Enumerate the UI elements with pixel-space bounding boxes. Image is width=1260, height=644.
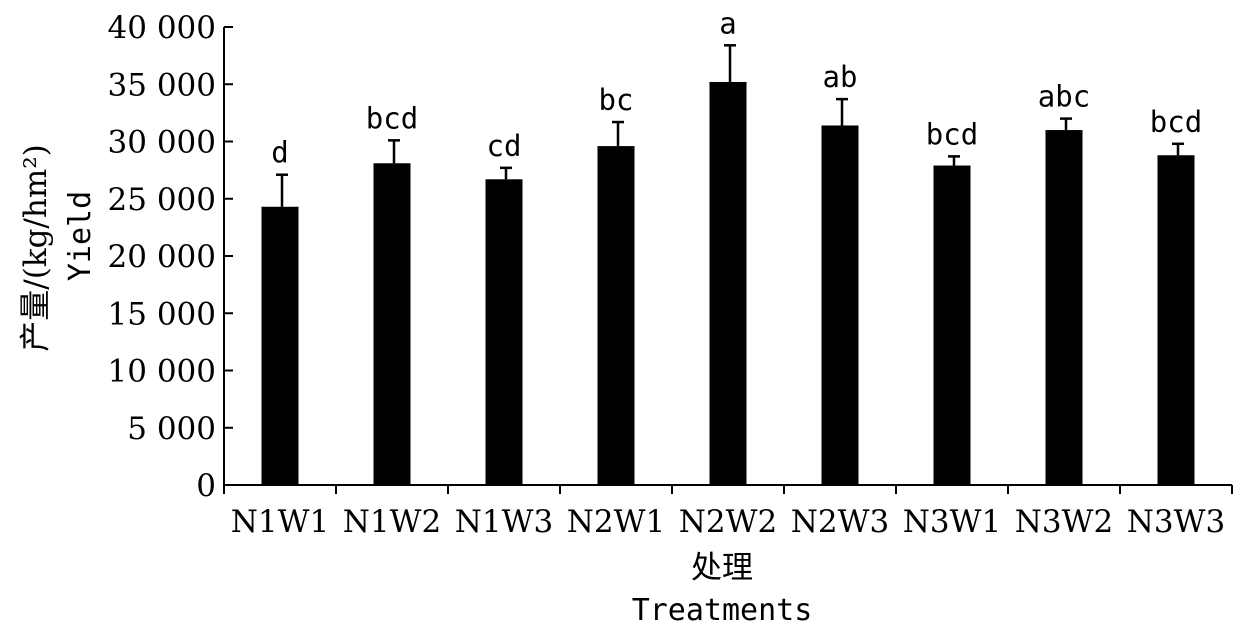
error-bars — [276, 44, 1184, 207]
significance-label: bcd — [926, 117, 978, 151]
x-tick-label: N2W3 — [791, 504, 889, 540]
significance-label: a — [719, 6, 736, 40]
bar — [373, 163, 411, 485]
y-axis: 0 5 000 10 000 15 000 20 000 25 000 30 000 35 0… — [108, 10, 233, 504]
x-tick-label: N1W3 — [455, 504, 553, 540]
y-tick-label: 25 000 — [108, 182, 216, 218]
significance-label: bc — [599, 83, 634, 117]
significance-labels: d bcd cd bc a ab bcd abc bcd — [271, 6, 1202, 169]
bar — [933, 165, 971, 486]
y-tick-label: 20 000 — [108, 239, 216, 275]
bar — [597, 146, 635, 485]
significance-label: d — [271, 136, 288, 170]
y-tick-label: 10 000 — [108, 354, 216, 390]
bar — [821, 125, 859, 485]
x-tick-label: N3W2 — [1015, 504, 1113, 540]
y-axis-title-cn: 产量/(kg/hm²) — [18, 144, 54, 352]
significance-label: cd — [487, 129, 522, 163]
y-axis-title-en: Yield — [63, 191, 98, 281]
x-axis-title-en: Treatments — [632, 593, 813, 628]
significance-label: bcd — [366, 101, 418, 135]
x-tick-label: N3W3 — [1127, 504, 1225, 540]
x-tick-label: N1W2 — [343, 504, 441, 540]
x-tick-label: N1W1 — [231, 504, 329, 540]
x-tick-label: N2W2 — [679, 504, 777, 540]
x-axis: N1W1 N1W2 N1W3 N2W1 N2W2 N2W3 N3W1 N3W2 N3W3 — [223, 484, 1233, 540]
significance-label: bcd — [1150, 105, 1202, 139]
y-tick-label: 0 — [196, 468, 216, 504]
y-tick-label: 5 000 — [127, 411, 216, 447]
bars — [261, 81, 1195, 486]
y-tick-label: 35 000 — [108, 67, 216, 103]
bar — [1045, 130, 1083, 486]
bar — [485, 179, 523, 485]
bar — [261, 206, 299, 485]
y-tick-label: 30 000 — [108, 125, 216, 161]
x-axis-title-cn: 处理 — [691, 550, 753, 586]
significance-label: ab — [823, 60, 858, 94]
x-tick-label: N3W1 — [903, 504, 1001, 540]
significance-label: abc — [1038, 80, 1090, 114]
y-tick-label: 15 000 — [108, 296, 216, 332]
bar — [1157, 155, 1195, 486]
y-tick-label: 40 000 — [108, 10, 216, 46]
bar — [709, 81, 747, 486]
x-tick-label: N2W1 — [567, 504, 665, 540]
